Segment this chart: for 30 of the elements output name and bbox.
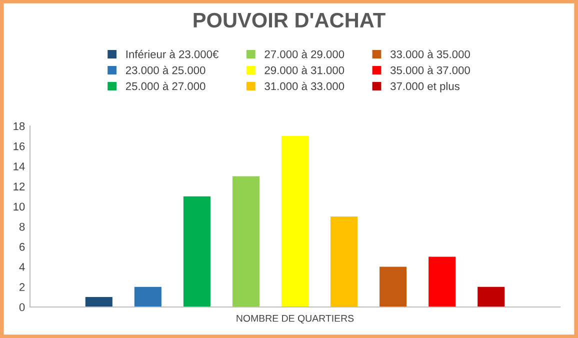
- y-tick-label: 6: [20, 242, 25, 251]
- bar: [478, 286, 505, 307]
- y-tick-label: 18: [14, 122, 25, 130]
- y-tick-label: 0: [19, 303, 25, 312]
- legend-label: Inférieur à 23.000€: [126, 50, 219, 58]
- legend-label: 27.000 à 29.000: [264, 50, 344, 58]
- y-tick-label: 2: [20, 283, 25, 291]
- bar: [85, 296, 112, 307]
- chart-title: POUVOIR D'ACHAT: [194, 12, 386, 28]
- bar: [232, 176, 260, 307]
- bar: [380, 266, 407, 307]
- x-axis-title: NOMBRE DE QUARTIERS: [236, 314, 354, 324]
- legend-label: 35.000 à 37.000: [390, 66, 470, 74]
- legend-label: 23.000 à 25.000: [126, 66, 206, 74]
- legend-label: 37.000 et plus: [390, 82, 460, 92]
- y-tick-label: 8: [19, 222, 25, 231]
- y-tick-label: 12: [14, 182, 25, 190]
- y-tick-label: 4: [19, 263, 25, 271]
- y-tick-label: 14: [14, 162, 25, 170]
- bar: [183, 196, 210, 307]
- bar: [281, 136, 309, 307]
- legend-label: 25.000 à 27.000: [126, 82, 206, 90]
- bar: [330, 216, 358, 307]
- legend-label: 33.000 à 35.000: [390, 50, 470, 58]
- legend-label: 31.000 à 33.000: [264, 82, 344, 90]
- bar: [134, 286, 162, 307]
- legend-label: 29.000 à 31.000: [264, 66, 344, 74]
- bar: [428, 256, 456, 307]
- y-tick-label: 10: [14, 202, 25, 211]
- y-tick-label: 16: [14, 142, 25, 150]
